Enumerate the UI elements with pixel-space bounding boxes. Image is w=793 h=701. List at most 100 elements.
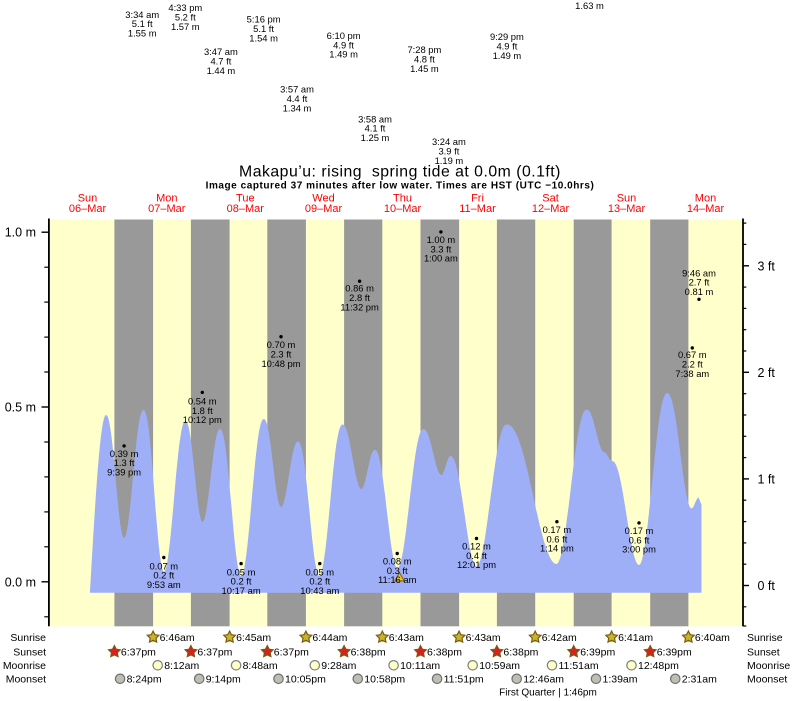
svg-text:09–Mar: 09–Mar	[305, 203, 343, 215]
svg-text:4:33 pm: 4:33 pm	[168, 2, 202, 13]
svg-text:10:17 am: 10:17 am	[222, 585, 261, 596]
svg-text:0.17 m: 0.17 m	[625, 525, 654, 536]
svg-text:12–Mar: 12–Mar	[532, 203, 570, 215]
svg-text:12:01 pm: 12:01 pm	[457, 559, 496, 570]
svg-text:Tue: Tue	[236, 192, 255, 204]
svg-text:1 ft: 1 ft	[758, 472, 776, 486]
svg-text:10:59am: 10:59am	[479, 660, 520, 672]
svg-text:Wed: Wed	[312, 192, 334, 204]
svg-text:Moonrise: Moonrise	[747, 660, 790, 672]
svg-text:6:38pm: 6:38pm	[503, 647, 538, 659]
svg-text:1.54 m: 1.54 m	[249, 32, 278, 43]
svg-text:6:39pm: 6:39pm	[657, 647, 692, 659]
svg-text:Sunrise: Sunrise	[747, 632, 783, 644]
svg-text:9:46 am: 9:46 am	[682, 267, 716, 278]
svg-text:4.1 ft: 4.1 ft	[365, 123, 386, 134]
svg-text:6:43am: 6:43am	[389, 632, 424, 644]
svg-text:0.81 m: 0.81 m	[685, 286, 714, 297]
svg-text:5.1 ft: 5.1 ft	[132, 18, 153, 29]
svg-text:10:05pm: 10:05pm	[285, 674, 326, 686]
svg-text:0.54 m: 0.54 m	[188, 395, 217, 406]
svg-text:1:00 am: 1:00 am	[424, 253, 458, 264]
svg-text:1.0 m: 1.0 m	[5, 226, 36, 240]
svg-text:3:24 am: 3:24 am	[432, 136, 466, 147]
svg-text:1.45 m: 1.45 m	[410, 63, 439, 74]
svg-text:0.4 ft: 0.4 ft	[466, 550, 487, 561]
svg-text:Sun: Sun	[617, 192, 637, 204]
svg-text:2.3 ft: 2.3 ft	[271, 348, 292, 359]
svg-text:1:14 pm: 1:14 pm	[540, 543, 574, 554]
svg-text:2.8 ft: 2.8 ft	[349, 292, 370, 303]
svg-text:0.6 ft: 0.6 ft	[629, 534, 650, 545]
svg-text:1.55 m: 1.55 m	[128, 28, 157, 39]
svg-text:0.86 m: 0.86 m	[345, 283, 374, 294]
svg-text:3.3 ft: 3.3 ft	[430, 243, 451, 254]
svg-text:3:58 am: 3:58 am	[358, 113, 392, 124]
svg-text:5.2 ft: 5.2 ft	[175, 12, 196, 23]
svg-text:Thu: Thu	[393, 192, 412, 204]
svg-text:12:46am: 12:46am	[523, 674, 564, 686]
svg-text:13–Mar: 13–Mar	[608, 203, 646, 215]
svg-text:2 ft: 2 ft	[758, 366, 776, 380]
svg-text:3:47 am: 3:47 am	[204, 46, 238, 57]
svg-text:First Quarter | 1:46pm: First Quarter | 1:46pm	[499, 688, 597, 699]
svg-text:4.9 ft: 4.9 ft	[496, 40, 517, 51]
svg-text:0.08 m: 0.08 m	[383, 555, 412, 566]
svg-text:0 ft: 0 ft	[758, 579, 776, 593]
svg-text:9:39 pm: 9:39 pm	[107, 467, 141, 478]
svg-text:6:37pm: 6:37pm	[274, 647, 309, 659]
svg-text:9:28am: 9:28am	[321, 660, 356, 672]
svg-text:Makapu’u: rising spring tide: Makapu’u: rising spring tide at 0.0m (0.…	[239, 163, 561, 180]
svg-text:0.05 m: 0.05 m	[227, 566, 256, 577]
svg-text:Mon: Mon	[695, 192, 716, 204]
svg-text:6:37pm: 6:37pm	[121, 647, 156, 659]
svg-text:10:58pm: 10:58pm	[364, 674, 405, 686]
svg-text:6:38pm: 6:38pm	[351, 647, 386, 659]
svg-text:6:37pm: 6:37pm	[197, 647, 232, 659]
svg-text:3 ft: 3 ft	[758, 259, 776, 273]
svg-text:0.5 m: 0.5 m	[5, 401, 36, 415]
svg-text:6:41am: 6:41am	[618, 632, 653, 644]
svg-text:Moonset: Moonset	[6, 674, 46, 686]
svg-text:Moonset: Moonset	[747, 674, 787, 686]
svg-text:8:24pm: 8:24pm	[127, 674, 162, 686]
svg-text:Sat: Sat	[542, 192, 559, 204]
svg-text:12:48pm: 12:48pm	[638, 660, 679, 672]
svg-text:Fri: Fri	[471, 192, 484, 204]
svg-text:6:39pm: 6:39pm	[580, 647, 615, 659]
svg-text:1.00 m: 1.00 m	[427, 234, 456, 245]
svg-text:Sunrise: Sunrise	[10, 632, 46, 644]
svg-text:10:12 pm: 10:12 pm	[183, 414, 222, 425]
svg-text:7:38 am: 7:38 am	[675, 368, 709, 379]
svg-text:06–Mar: 06–Mar	[69, 203, 107, 215]
svg-text:10–Mar: 10–Mar	[384, 203, 422, 215]
svg-text:11:32 pm: 11:32 pm	[340, 302, 379, 313]
svg-text:8:48am: 8:48am	[243, 660, 278, 672]
svg-text:9:53 am: 9:53 am	[147, 579, 181, 590]
svg-text:0.05 m: 0.05 m	[305, 566, 334, 577]
svg-text:7:28 pm: 7:28 pm	[407, 44, 441, 55]
svg-text:1.34 m: 1.34 m	[283, 102, 312, 113]
svg-text:6:10 pm: 6:10 pm	[327, 30, 361, 41]
svg-text:07–Mar: 07–Mar	[148, 203, 186, 215]
svg-text:2:31am: 2:31am	[682, 674, 717, 686]
svg-text:1.8 ft: 1.8 ft	[192, 405, 213, 416]
svg-text:5.1 ft: 5.1 ft	[253, 23, 274, 34]
svg-text:6:46am: 6:46am	[160, 632, 195, 644]
svg-text:0.0 m: 0.0 m	[5, 575, 36, 589]
svg-text:6:44am: 6:44am	[312, 632, 347, 644]
svg-text:11:16 am: 11:16 am	[378, 574, 417, 585]
svg-text:Image captured 37 minutes afte: Image captured 37 minutes after low wate…	[206, 181, 595, 192]
svg-text:9:14pm: 9:14pm	[206, 674, 241, 686]
svg-text:6:45am: 6:45am	[236, 632, 271, 644]
svg-text:0.2 ft: 0.2 ft	[231, 576, 252, 587]
svg-text:11:51am: 11:51am	[559, 660, 599, 672]
svg-text:Sunset: Sunset	[747, 647, 780, 659]
svg-text:10:43 am: 10:43 am	[300, 585, 339, 596]
svg-text:0.2 ft: 0.2 ft	[153, 570, 174, 581]
svg-text:11–Mar: 11–Mar	[459, 203, 496, 215]
svg-text:1.63 m: 1.63 m	[575, 0, 604, 11]
svg-text:1.19 m: 1.19 m	[435, 155, 464, 166]
svg-text:10:48 pm: 10:48 pm	[261, 358, 300, 369]
svg-text:1.49 m: 1.49 m	[493, 50, 522, 61]
